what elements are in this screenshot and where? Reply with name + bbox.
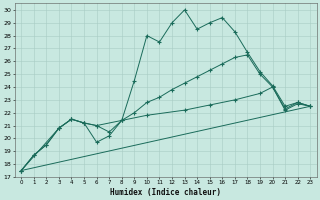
X-axis label: Humidex (Indice chaleur): Humidex (Indice chaleur) xyxy=(110,188,221,197)
